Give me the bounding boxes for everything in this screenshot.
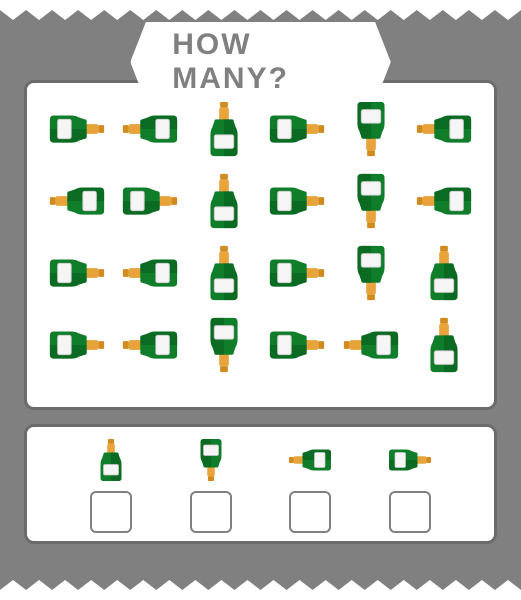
bottle-icon (413, 98, 475, 160)
bottle-icon (46, 170, 108, 232)
bottle-item (118, 97, 182, 161)
bottle-item (192, 97, 256, 161)
bottle-icon (266, 314, 328, 376)
bottle-item (265, 313, 329, 377)
answer-column (86, 435, 136, 533)
answer-column (186, 435, 236, 533)
bottle-icon (119, 242, 181, 304)
bottle-item (339, 313, 403, 377)
bottle-icon (46, 314, 108, 376)
bottle-item (339, 241, 403, 305)
answer-bottle-icon (86, 435, 136, 485)
bottle-icon (46, 98, 108, 160)
bottle-icon (193, 98, 255, 160)
page-title: HOW MANY? (130, 22, 391, 102)
bottle-icon (340, 314, 402, 376)
bottle-item (339, 97, 403, 161)
bottle-item (118, 313, 182, 377)
bottle-item (412, 97, 476, 161)
bottle-item (265, 169, 329, 233)
bottle-icon (340, 170, 402, 232)
bottle-item (45, 169, 109, 233)
answer-column (285, 435, 335, 533)
bottle-item (265, 97, 329, 161)
answer-area (24, 424, 497, 544)
bottle-item (412, 241, 476, 305)
bottle-icon (46, 242, 108, 304)
bottle-icon (266, 170, 328, 232)
bottle-icon (266, 242, 328, 304)
bottle-icon (386, 436, 434, 484)
bottle-item (412, 169, 476, 233)
bottle-icon (413, 170, 475, 232)
bottle-item (265, 241, 329, 305)
bottle-icon (413, 242, 475, 304)
bottle-item (45, 313, 109, 377)
bottle-item (192, 313, 256, 377)
answer-input-box[interactable] (90, 491, 132, 533)
bottle-icon (413, 314, 475, 376)
bottle-icon (340, 242, 402, 304)
answer-column (385, 435, 435, 533)
bottle-icon (187, 436, 235, 484)
answer-bottle-icon (385, 435, 435, 485)
answer-input-box[interactable] (289, 491, 331, 533)
answer-bottle-icon (285, 435, 335, 485)
bottle-item (192, 169, 256, 233)
bottle-icon (193, 170, 255, 232)
zigzag-top (0, 0, 521, 20)
bottle-icon (193, 314, 255, 376)
bottle-item (45, 97, 109, 161)
bottle-icon (266, 98, 328, 160)
answer-input-box[interactable] (389, 491, 431, 533)
answer-input-box[interactable] (190, 491, 232, 533)
bottle-icon (340, 98, 402, 160)
bottle-icon (119, 170, 181, 232)
bottle-item (412, 313, 476, 377)
bottle-item (192, 241, 256, 305)
bottle-icon (119, 98, 181, 160)
bottle-item (118, 169, 182, 233)
counting-area (24, 80, 497, 410)
zigzag-bottom (0, 580, 521, 600)
answer-bottle-icon (186, 435, 236, 485)
bottle-icon (87, 436, 135, 484)
bottle-icon (119, 314, 181, 376)
bottle-icon (193, 242, 255, 304)
bottle-item (118, 241, 182, 305)
bottle-item (45, 241, 109, 305)
bottle-icon (286, 436, 334, 484)
bottle-item (339, 169, 403, 233)
